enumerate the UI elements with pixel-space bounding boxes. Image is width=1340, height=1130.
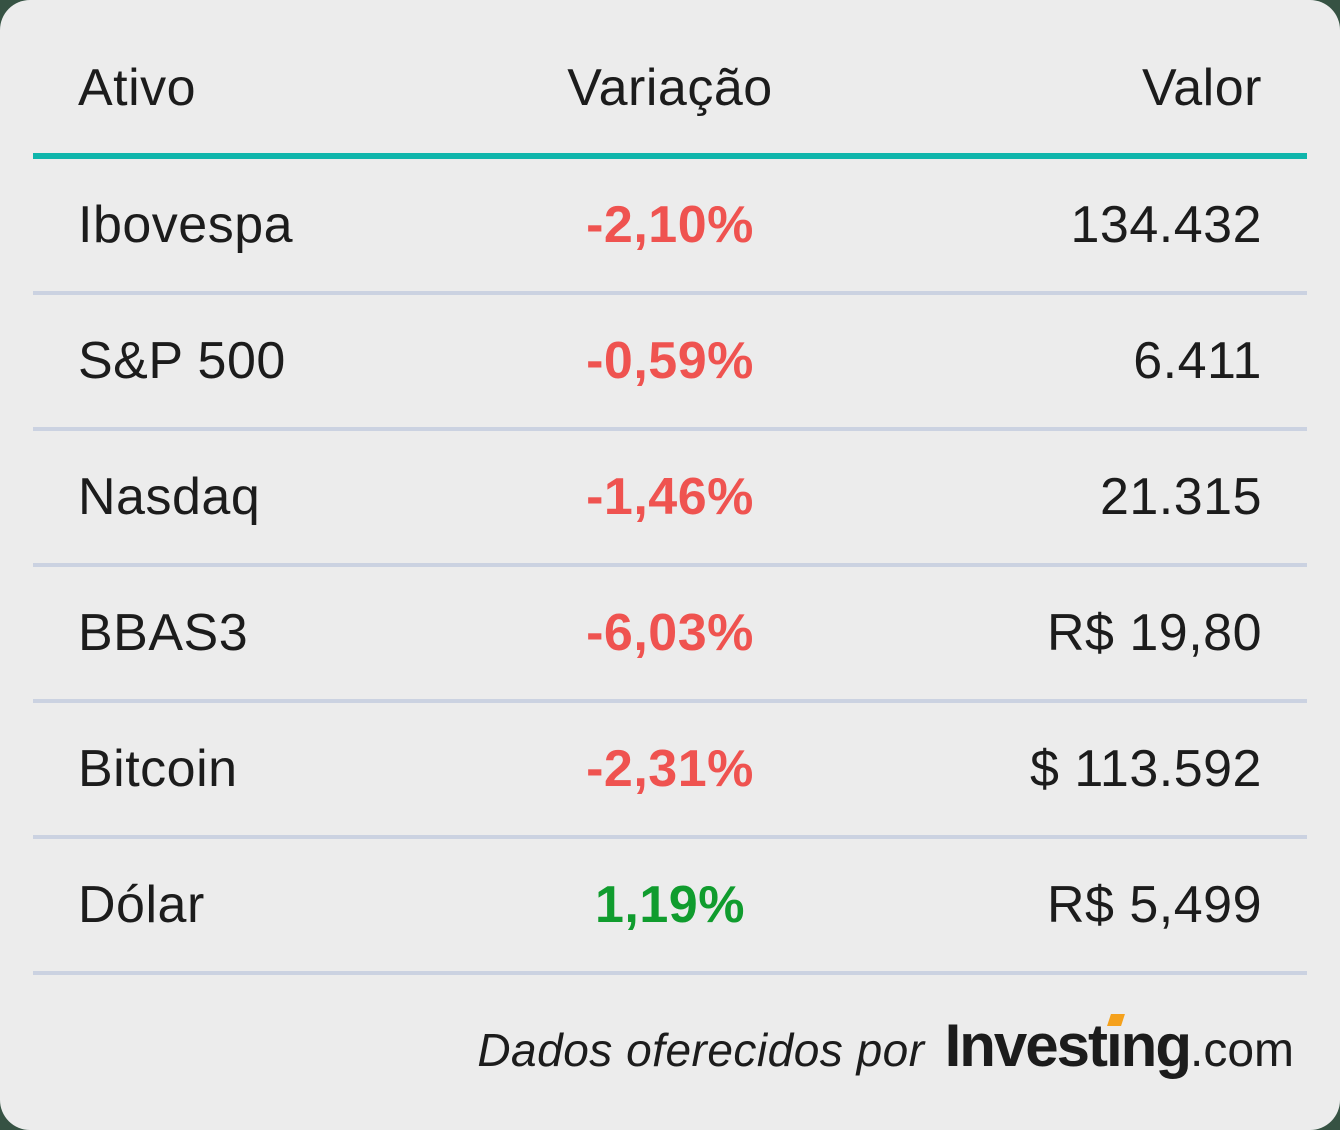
asset-value: 6.411 bbox=[1133, 332, 1262, 390]
asset-value: R$ 5,499 bbox=[1046, 876, 1262, 934]
table-row: Ibovespa -2,10% 134.432 bbox=[0, 159, 1340, 291]
logo-text-part1: Invest bbox=[944, 1012, 1108, 1079]
data-credit: Dados oferecidos por Invest ı ng .com bbox=[477, 1011, 1294, 1080]
asset-name: S&P 500 bbox=[78, 332, 286, 390]
asset-change: -2,10% bbox=[586, 196, 754, 254]
logo-dotless-i: ı bbox=[1106, 1011, 1125, 1080]
table-row: Bitcoin -2,31% $ 113.592 bbox=[0, 703, 1340, 835]
logo-tld: .com bbox=[1189, 1024, 1294, 1077]
logo-text-part2: ng bbox=[1120, 1012, 1192, 1079]
table-header-row: Ativo Variação Valor bbox=[0, 0, 1340, 153]
row-divider bbox=[33, 971, 1307, 975]
row-divider bbox=[33, 291, 1307, 295]
asset-value: 21.315 bbox=[1099, 468, 1262, 526]
row-divider bbox=[33, 427, 1307, 431]
asset-value: R$ 19,80 bbox=[1046, 604, 1262, 662]
asset-change: -2,31% bbox=[586, 740, 754, 798]
asset-name: Bitcoin bbox=[78, 740, 238, 798]
investing-logo: Invest ı ng .com bbox=[945, 1011, 1294, 1080]
asset-change: -0,59% bbox=[586, 332, 754, 390]
table-row: Dólar 1,19% R$ 5,499 bbox=[0, 839, 1340, 971]
asset-value: $ 113.592 bbox=[1030, 740, 1262, 798]
header-value: Valor bbox=[1141, 58, 1262, 117]
asset-change: -6,03% bbox=[586, 604, 754, 662]
footer: Dados oferecidos por Invest ı ng .com bbox=[0, 975, 1340, 1130]
row-divider bbox=[33, 699, 1307, 703]
header-variation: Variação bbox=[567, 58, 773, 117]
credit-text: Dados oferecidos por bbox=[477, 1024, 925, 1076]
table-row: BBAS3 -6,03% R$ 19,80 bbox=[0, 567, 1340, 699]
header-asset: Ativo bbox=[78, 58, 197, 117]
asset-value: 134.432 bbox=[1070, 196, 1262, 254]
row-divider bbox=[33, 835, 1307, 839]
asset-name: Ibovespa bbox=[78, 196, 294, 254]
asset-name: BBAS3 bbox=[78, 604, 249, 662]
asset-change: -1,46% bbox=[586, 468, 754, 526]
table-row: S&P 500 -0,59% 6.411 bbox=[0, 295, 1340, 427]
row-divider bbox=[33, 563, 1307, 567]
table-row: Nasdaq -1,46% 21.315 bbox=[0, 431, 1340, 563]
asset-change: 1,19% bbox=[595, 876, 745, 934]
header-divider bbox=[33, 153, 1307, 159]
asset-name: Nasdaq bbox=[78, 468, 261, 526]
asset-name: Dólar bbox=[78, 876, 205, 934]
